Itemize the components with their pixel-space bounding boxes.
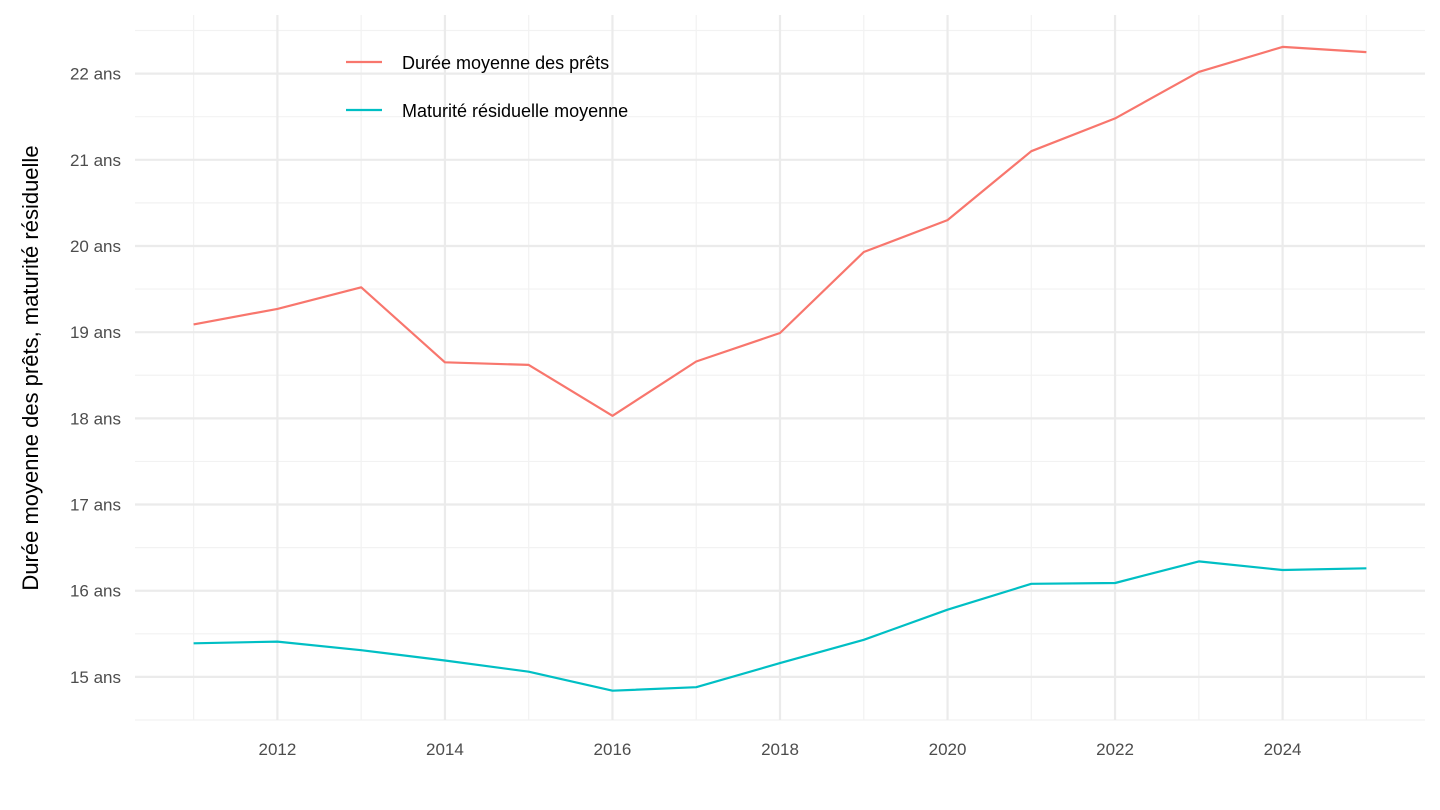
y-tick-label: 16 ans <box>70 582 121 601</box>
y-tick-label: 20 ans <box>70 237 121 256</box>
series-line-0 <box>193 45 1367 417</box>
series-line-1 <box>193 560 1367 692</box>
y-tick-label: 21 ans <box>70 151 121 170</box>
y-tick-label: 22 ans <box>70 65 121 84</box>
x-tick-label: 2016 <box>594 740 632 759</box>
y-tick-label: 19 ans <box>70 323 121 342</box>
y-tick-label: 15 ans <box>70 668 121 687</box>
legend-label-0: Durée moyenne des prêts <box>402 53 609 73</box>
x-tick-label: 2020 <box>929 740 967 759</box>
x-axis-ticks: 2012 2014 2016 2018 2020 2022 2024 <box>258 740 1301 759</box>
x-tick-label: 2018 <box>761 740 799 759</box>
y-tick-label: 17 ans <box>70 496 121 515</box>
y-tick-label: 18 ans <box>70 409 121 428</box>
grid <box>135 15 1425 721</box>
legend-label-1: Maturité résiduelle moyenne <box>402 101 628 121</box>
y-axis-label: Durée moyenne des prêts, maturité résidu… <box>18 145 43 590</box>
x-tick-label: 2014 <box>426 740 464 759</box>
x-tick-label: 2012 <box>258 740 296 759</box>
series-lines <box>193 45 1367 692</box>
x-tick-label: 2022 <box>1096 740 1134 759</box>
x-tick-label: 2024 <box>1264 740 1302 759</box>
y-axis-ticks: 15 ans 16 ans 17 ans 18 ans 19 ans 20 ans 21 a… <box>70 65 121 687</box>
legend: Durée moyenne des prêts Maturité résidue… <box>346 53 628 121</box>
